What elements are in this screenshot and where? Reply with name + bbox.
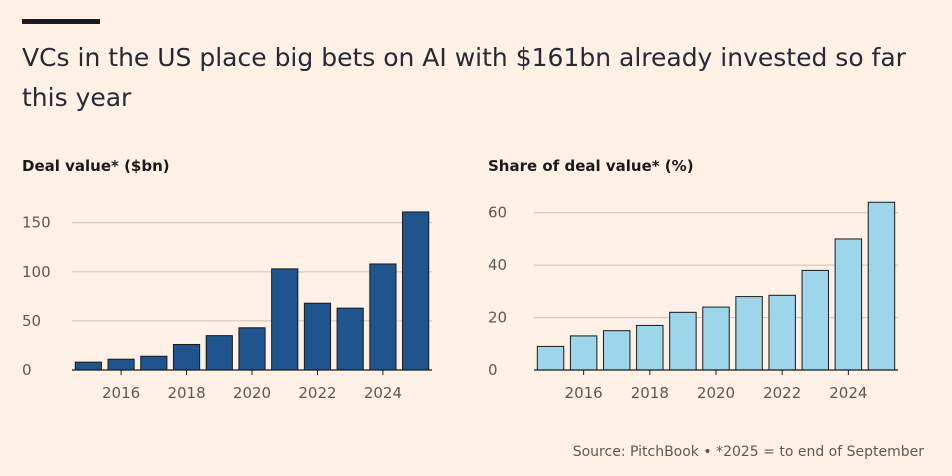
bar-2024 bbox=[369, 263, 397, 371]
x-tick-label: 2020 bbox=[697, 384, 735, 402]
y-tick-label: 0 bbox=[22, 361, 32, 379]
page-title: VCs in the US place big bets on AI with … bbox=[22, 43, 906, 112]
bar-2017 bbox=[602, 330, 631, 371]
deal-value-chart: 0 50 100 150 2016 2018 2020 2022 2024 bbox=[22, 211, 432, 402]
y-tick-label: 150 bbox=[22, 214, 51, 232]
bar-2019 bbox=[205, 335, 233, 371]
y-tick-label: 40 bbox=[488, 256, 507, 274]
y-tick-label: 60 bbox=[488, 204, 507, 222]
y-tick-label: 0 bbox=[488, 361, 498, 379]
x-tick-label: 2022 bbox=[763, 384, 801, 402]
bar-2021 bbox=[271, 268, 299, 371]
bar-2022 bbox=[303, 302, 332, 371]
x-tick-label: 2018 bbox=[631, 384, 669, 402]
bar-2016 bbox=[107, 358, 135, 371]
share-of-deal-value-chart: 0 20 40 60 2016 2018 2020 2022 2024 bbox=[488, 201, 898, 402]
bar-2025 bbox=[867, 201, 896, 371]
bar-2021 bbox=[735, 296, 763, 371]
left-chart-title: Deal value* ($bn) bbox=[22, 157, 170, 175]
x-tick-label: 2018 bbox=[167, 384, 205, 402]
bar-2020 bbox=[702, 306, 730, 371]
x-tick-label: 2020 bbox=[233, 384, 271, 402]
x-tick-label: 2024 bbox=[364, 384, 402, 402]
y-tick-label: 100 bbox=[22, 263, 51, 281]
x-tick-label: 2024 bbox=[829, 384, 867, 402]
bar-2016 bbox=[569, 335, 598, 371]
bar-2022 bbox=[768, 294, 796, 371]
y-tick-label: 50 bbox=[22, 312, 41, 330]
right-chart-title: Share of deal value* (%) bbox=[488, 157, 694, 175]
bar-2024 bbox=[834, 238, 863, 371]
bar-2015 bbox=[536, 345, 565, 371]
x-tick-label: 2022 bbox=[298, 384, 336, 402]
bar-2025 bbox=[402, 211, 430, 371]
header-rule bbox=[22, 19, 100, 24]
source-note: Source: PitchBook • *2025 = to end of Se… bbox=[572, 444, 924, 460]
bar-2023 bbox=[336, 307, 364, 371]
bar-2015 bbox=[74, 361, 102, 371]
x-tick-label: 2016 bbox=[565, 384, 603, 402]
bar-2023 bbox=[801, 269, 830, 371]
bar-2017 bbox=[140, 355, 168, 371]
bar-2019 bbox=[669, 311, 697, 371]
y-tick-label: 20 bbox=[488, 309, 507, 327]
bar-2018 bbox=[636, 324, 664, 371]
x-tick-label: 2016 bbox=[102, 384, 140, 402]
bar-2018 bbox=[172, 343, 201, 371]
bar-2020 bbox=[238, 327, 266, 371]
